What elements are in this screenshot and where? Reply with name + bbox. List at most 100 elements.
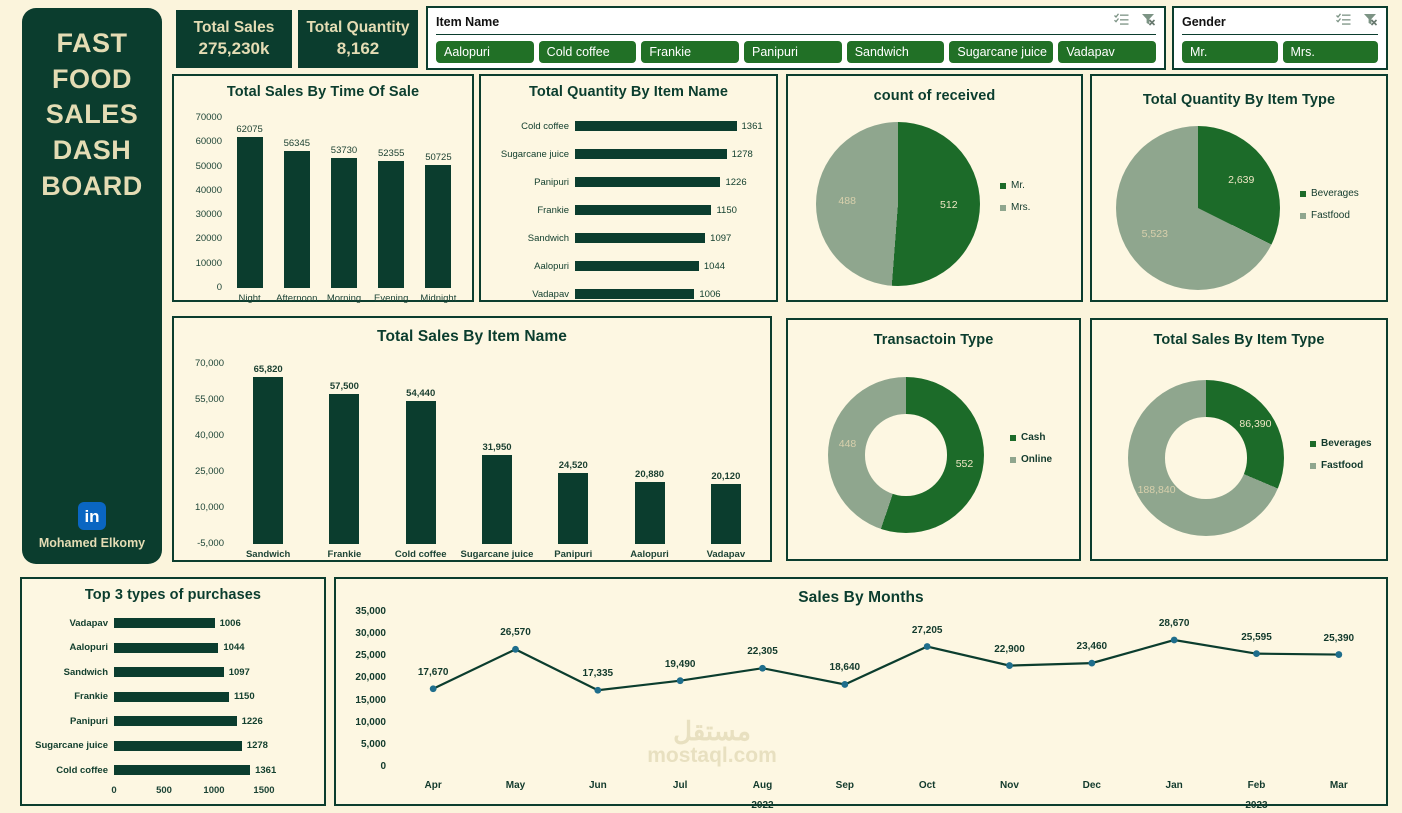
slicer-option[interactable]: Vadapav <box>1058 41 1157 63</box>
bar-rect <box>575 233 706 243</box>
legend-swatch <box>1300 190 1306 197</box>
y-axis-tick: 35,000 <box>355 606 386 617</box>
y-axis-tick: 10,000 <box>194 502 224 513</box>
y-axis-tick: 30,000 <box>355 628 386 640</box>
kpi-value: 275,230k <box>198 39 270 58</box>
slicer-item-name[interactable]: Item Name <box>426 6 1166 70</box>
bar-category-label: Night <box>238 293 261 304</box>
bar-rect <box>253 377 284 544</box>
bar-value-label: 1097 <box>710 232 732 244</box>
bar-rect <box>114 765 251 776</box>
chart-total-quantity-by-item-name: Total Quantity By Item Name Cold coffee 13… <box>479 74 778 302</box>
y-axis-tick: 70000 <box>195 112 222 123</box>
slicer-title: Gender <box>1182 15 1226 29</box>
bar-column: 54,440 <box>405 364 436 544</box>
bar-rect <box>482 455 512 544</box>
y-axis-tick: 40000 <box>195 184 222 196</box>
bar-category-label: Sugarcane juice <box>35 740 108 752</box>
y-axis-tick: 20000 <box>195 233 222 245</box>
bar-value-label: 1006 <box>699 288 721 300</box>
x-axis-category-label: Jul <box>672 780 688 791</box>
slicer-option[interactable]: Panipuri <box>744 41 842 63</box>
slice-value-label: 86,390 <box>1239 418 1272 431</box>
pie-chart <box>1116 126 1280 290</box>
legend-label: Beverages <box>1311 188 1359 199</box>
bar-row: Cold coffee 1361 <box>26 758 276 783</box>
slicer-option[interactable]: Mr. <box>1182 41 1278 63</box>
chart-transaction-type: Transactoin Type 552 448 Cash Online <box>786 318 1081 561</box>
chart-legend: Cash Online <box>1010 432 1052 465</box>
bar-row: Sandwich 1097 <box>487 224 732 252</box>
bar-category-label: Morning <box>326 293 362 304</box>
legend-label: Beverages <box>1321 438 1372 449</box>
line-value-label: 17,670 <box>417 666 449 678</box>
slicer-option[interactable]: Sugarcane juice <box>949 41 1054 63</box>
legend-swatch <box>1300 212 1306 219</box>
slicer-options[interactable]: Mr. Mrs. <box>1182 41 1378 63</box>
brand-line-1: FAST <box>56 28 128 58</box>
slicer-gender[interactable]: Gender <box>1172 6 1388 70</box>
kpi-label: Total Quantity <box>306 19 410 36</box>
slicer-option[interactable]: Aalopuri <box>436 41 534 63</box>
pie-chart <box>816 122 980 286</box>
bar-rect <box>575 149 727 159</box>
multi-select-icon[interactable] <box>1336 13 1351 31</box>
y-axis-tick: 55,000 <box>194 394 224 405</box>
legend-swatch <box>1310 440 1316 447</box>
kpi-total-quantity: Total Quantity 8,162 <box>298 10 418 68</box>
clear-filter-icon[interactable] <box>1141 13 1156 31</box>
slice-value-label: 5,523 <box>1141 227 1168 240</box>
bar-value-label: 1226 <box>241 715 263 727</box>
slicer-icon-group <box>1336 13 1378 31</box>
legend-swatch <box>1310 462 1316 469</box>
slicer-option[interactable]: Sandwich <box>846 41 945 63</box>
x-axis-category-label: Apr <box>424 780 442 791</box>
multi-select-icon[interactable] <box>1114 13 1129 31</box>
clear-filter-icon[interactable] <box>1363 13 1378 31</box>
linkedin-icon[interactable]: in <box>78 502 106 530</box>
bar-column: 62075 <box>236 118 263 288</box>
line-value-label: 22,900 <box>994 643 1025 655</box>
bar-value-label: 1044 <box>703 260 726 272</box>
chart-legend: Mr. Mrs. <box>1000 180 1030 213</box>
bar-value-label: 57,500 <box>329 381 359 392</box>
bar-category-label: Afternoon <box>276 293 318 304</box>
x-axis-category-label: Oct <box>918 780 936 791</box>
x-axis-year-label: 2022 <box>751 800 774 811</box>
slice-value-label: 488 <box>838 195 856 208</box>
slicer-option[interactable]: Cold coffee <box>538 41 637 63</box>
slice-value-label: 188,840 <box>1137 483 1176 496</box>
slicer-options[interactable]: Aalopuri Cold coffee Frankie Panipuri Sa… <box>436 41 1157 63</box>
legend-swatch <box>1000 182 1006 189</box>
dashboard-title: FAST FOOD SALES DASH BOARD <box>41 26 143 204</box>
slicer-option[interactable]: Mrs. <box>1282 41 1378 63</box>
legend-item: Online <box>1010 454 1052 465</box>
bar-row: Sugarcane juice 1278 <box>487 140 753 168</box>
bar-rect <box>114 618 215 629</box>
chart-title: Sales By Months <box>798 589 924 606</box>
chart-total-quantity-by-item-type: Total Quantity By Item Type 2,639 5,523 Bev… <box>1090 74 1388 302</box>
bar-category-label: Aalopuri <box>69 642 108 654</box>
legend-label: Mr. <box>1011 180 1025 191</box>
bar-column: 65,820 <box>253 364 284 544</box>
slice-value-label: 552 <box>955 457 974 470</box>
slicer-header: Gender <box>1182 13 1378 35</box>
legend-label: Cash <box>1021 432 1046 443</box>
chart-count-of-received: count of received 512 488 Mr. Mrs. <box>786 74 1083 302</box>
bar-rect <box>710 483 741 544</box>
bar-category-label: Sugarcane juice <box>500 148 569 160</box>
bar-value-label: 20,880 <box>635 468 665 480</box>
x-axis-category-label: Nov <box>1000 780 1019 791</box>
bar-value-label: 1278 <box>731 148 753 160</box>
slicer-option[interactable]: Frankie <box>641 41 740 63</box>
bar-category-label: Cold coffee <box>521 120 569 132</box>
bar-category-label: Vadapav <box>706 549 746 560</box>
line-value-label: 23,460 <box>1076 641 1108 653</box>
chart-title: Total Sales By Item Name <box>377 328 567 345</box>
bar-value-label: 50725 <box>425 151 452 163</box>
bar-column: 24,520 <box>558 364 589 544</box>
bar-category-label: Frankie <box>537 204 569 216</box>
bar-column: 53730 <box>331 118 357 288</box>
bar-category-label: Cold coffee <box>56 764 108 776</box>
